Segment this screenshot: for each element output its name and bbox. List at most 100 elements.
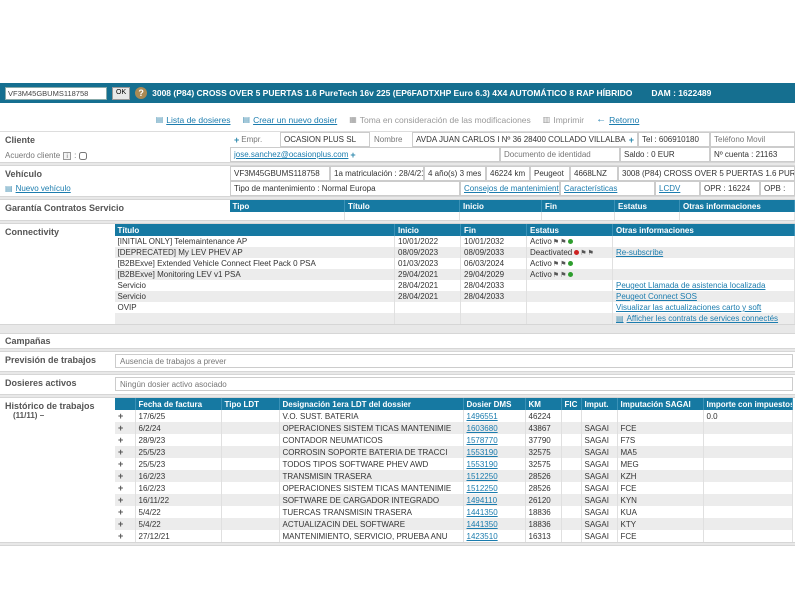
plus-icon[interactable]: +: [628, 134, 634, 145]
invoice-date: 16/2/23: [135, 470, 222, 482]
return-button[interactable]: ← Retorno: [596, 114, 640, 125]
plus-icon: +: [234, 134, 240, 145]
connectivity-section: Connectivity Título Inicio Fin Estatus O…: [0, 224, 795, 324]
expand-row-button[interactable]: +: [118, 459, 124, 469]
dosier-dms-link[interactable]: 1494110: [466, 495, 498, 505]
dosier-dms-link[interactable]: 1423510: [466, 531, 498, 541]
contract-end-date: 06/03/2024: [460, 258, 527, 269]
contract-other-info-link[interactable]: Peugeot Connect SOS: [616, 292, 697, 301]
historico-row: + 25/5/23 TODOS TIPOS SOFTWARE PHEV AWD …: [115, 458, 793, 470]
contract-other-info-link[interactable]: Peugeot Llamada de asistencia localizada: [616, 281, 766, 290]
email-field[interactable]: jose.sanchez@ocasionplus.com +: [230, 147, 500, 162]
dosier-dms-link[interactable]: 1578770: [466, 435, 498, 445]
contract-end-date: [460, 302, 527, 313]
expand-row-button[interactable]: +: [118, 531, 124, 541]
col-expand: [115, 398, 136, 410]
expand-row-button[interactable]: +: [118, 447, 124, 457]
contract-other-info: [612, 236, 795, 247]
dosier-dms-link[interactable]: 1553190: [466, 447, 498, 457]
save-modifications-button[interactable]: ▦ Toma en consideración de las modificaci…: [349, 114, 531, 125]
col-otras: Otras informaciones: [612, 224, 795, 236]
contract-other-info: Peugeot Llamada de asistencia localizada: [612, 280, 795, 291]
sagai-code: F7S: [617, 434, 704, 446]
tipo-ldt: [221, 446, 280, 458]
col-estatus: Estatus: [526, 224, 613, 236]
connectivity-row: Servicio 28/04/2021 28/04/2033 Peugeot L…: [114, 280, 795, 291]
acuerdo-cliente-checkbox[interactable]: [79, 151, 88, 160]
expand-row-button[interactable]: +: [118, 435, 124, 445]
invoice-date: 17/6/25: [135, 410, 222, 422]
dosier-dms-link[interactable]: 1553190: [466, 459, 498, 469]
characteristics-link[interactable]: Características: [560, 181, 655, 196]
expand-row-button[interactable]: +: [118, 411, 124, 421]
connectivity-row: Servicio 28/04/2021 28/04/2033 Peugeot C…: [114, 291, 795, 302]
save-icon: ▦: [349, 115, 357, 124]
section-divider: [0, 324, 795, 334]
vin-field: VF3M45GBUMS118758: [230, 166, 330, 181]
contract-start-date: 28/04/2021: [394, 291, 461, 302]
dosier-dms-cell: 1553190: [463, 458, 526, 470]
connectivity-section-label: Connectivity: [5, 227, 60, 237]
contract-other-info-link[interactable]: Visualizar las actualizaciones carto y s…: [616, 303, 762, 312]
contract-start-date: 10/01/2022: [394, 236, 461, 247]
info-icon[interactable]: i: [63, 151, 72, 160]
expand-row-button[interactable]: +: [118, 471, 124, 481]
expand-row-button[interactable]: +: [118, 423, 124, 433]
historico-row: + 16/2/23 OPERACIONES SISTEM TICAS MANTE…: [115, 482, 793, 494]
lcdv-link[interactable]: LCDV: [655, 181, 700, 196]
contract-other-info-link[interactable]: Re-subscribe: [616, 248, 664, 257]
designation: MANTENIMIENTO, SERVICIO, PRUEBA ANU: [279, 530, 464, 542]
dosieres-value: Ningún dosier activo asociado: [115, 377, 793, 391]
create-dossier-button[interactable]: ▤ Crear un nuevo dosier: [242, 114, 338, 125]
identity-document-label: Documento de identidad: [500, 147, 620, 162]
new-vehicle-link[interactable]: Nuevo vehículo: [15, 184, 71, 193]
contract-title: [INITIAL ONLY] Telemaintenance AP: [114, 236, 395, 247]
ok-button[interactable]: OK: [112, 86, 131, 100]
contract-end-date: [460, 313, 527, 324]
tipo-ldt: [221, 434, 280, 446]
dosier-dms-link[interactable]: 1512250: [466, 471, 498, 481]
col-inicio: Inicio: [459, 200, 542, 212]
expand-row-button[interactable]: +: [118, 519, 124, 529]
col-titulo: Título: [114, 224, 395, 236]
inactive-dot-icon: [574, 250, 580, 256]
contract-title: [DEPRECATED] My LEV PHEV AP: [114, 247, 395, 258]
help-icon[interactable]: ?: [135, 87, 148, 99]
fic-value: [561, 470, 582, 482]
contract-end-date: 29/04/2029: [460, 269, 527, 280]
section-divider: [0, 394, 795, 398]
plus-icon[interactable]: +: [350, 149, 356, 160]
dosier-dms-link[interactable]: 1441350: [466, 519, 498, 529]
connectivity-table-header: Título Inicio Fin Estatus Otras informac…: [114, 224, 795, 236]
address-field[interactable]: AVDA JUAN CARLOS I Nº 36 28400 COLLADO V…: [412, 132, 638, 147]
tipo-ldt: [221, 506, 280, 518]
section-divider: [0, 196, 795, 200]
dosier-dms-link[interactable]: 1603680: [466, 423, 498, 433]
status-icons: ⚑⚑: [552, 237, 574, 246]
maintenance-advice-link[interactable]: Consejos de mantenimiento: [460, 181, 560, 196]
vin-input[interactable]: [5, 86, 107, 100]
km-value: 46224: [525, 410, 562, 422]
garantia-table: Tipo Título Inicio Fin Estatus Otras inf…: [229, 200, 795, 220]
garantia-section: Garantía Contratos Servicio Tipo Título …: [0, 200, 795, 220]
expand-cell: +: [115, 470, 136, 482]
imput-value: SAGAI: [581, 434, 618, 446]
expand-row-button[interactable]: +: [118, 507, 124, 517]
contract-end-date: 28/04/2033: [460, 291, 527, 302]
list-dossiers-button[interactable]: ▤ Lista de dosieres: [155, 114, 231, 125]
contract-other-info-link[interactable]: Afficher les contrats de services connec…: [616, 314, 778, 323]
dosieres-section-label: Dosieres activos: [5, 378, 77, 388]
contract-status: [526, 302, 613, 313]
invoice-date: 5/4/22: [135, 506, 222, 518]
dosier-dms-link[interactable]: 1496551: [466, 411, 498, 421]
status-icons: ⚑⚑: [552, 270, 574, 279]
imput-value: SAGAI: [581, 506, 618, 518]
dosier-dms-link[interactable]: 1512250: [466, 483, 498, 493]
expand-row-button[interactable]: +: [118, 483, 124, 493]
expand-row-button[interactable]: +: [118, 495, 124, 505]
company-name-field[interactable]: OCASION PLUS SL: [280, 132, 370, 147]
contract-other-info: Afficher les contrats de services connec…: [612, 313, 795, 324]
dosier-dms-link[interactable]: 1441350: [466, 507, 498, 517]
add-company-button[interactable]: + Empr.: [234, 134, 263, 145]
print-button[interactable]: ▥ Imprimir: [542, 114, 585, 125]
